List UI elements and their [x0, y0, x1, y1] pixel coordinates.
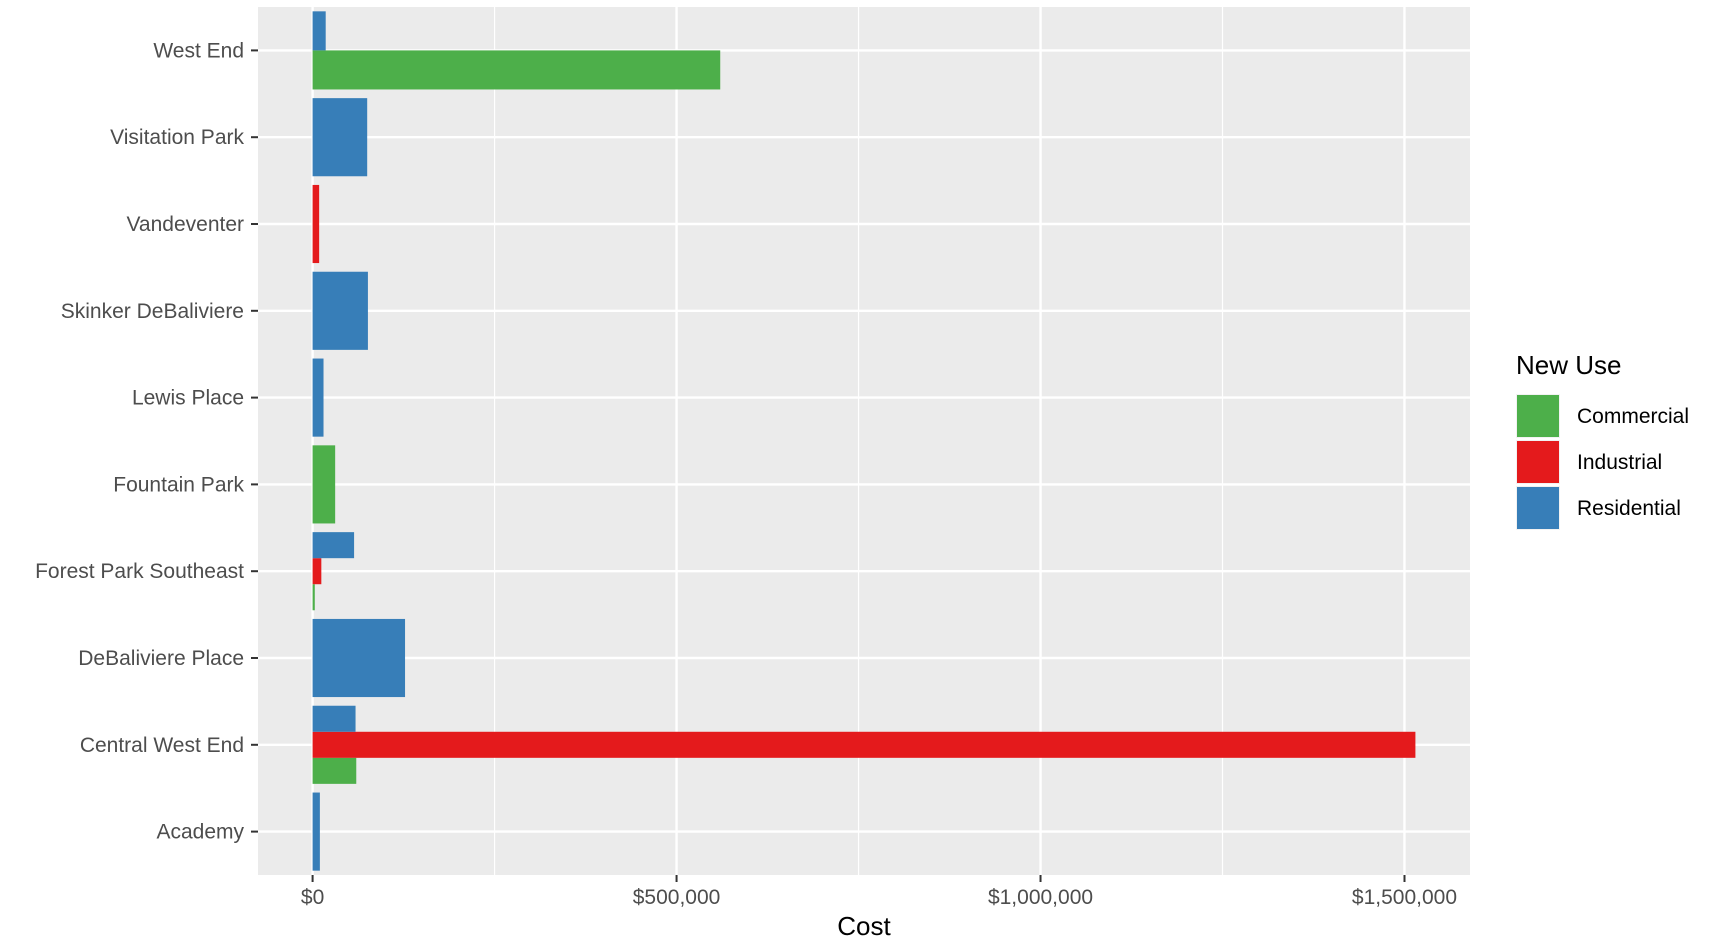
x-axis: $0 $500,000 $1,000,000 $1,500,000: [301, 875, 1457, 909]
x-tick-label: $1,000,000: [988, 886, 1093, 909]
x-tick-label: $500,000: [633, 886, 721, 909]
legend-label-industrial: Industrial: [1577, 451, 1662, 474]
bar-industrial-vandeventer: [312, 184, 320, 264]
bars: [312, 11, 1416, 871]
bar-commercial-west-end: [312, 50, 721, 90]
legend-label-commercial: Commercial: [1577, 405, 1689, 428]
legend-key-industrial: [1517, 441, 1559, 483]
legend-label-residential: Residential: [1577, 497, 1681, 520]
y-tick-label: Central West End: [80, 734, 244, 757]
plot-panel: [258, 7, 1470, 875]
y-tick-label: West End: [153, 39, 244, 62]
bar-commercial-central-west-end: [312, 757, 357, 784]
bar-residential-central-west-end: [312, 705, 356, 732]
bar-residential-visitation-park: [312, 98, 368, 177]
minor-grid: [493, 7, 1224, 875]
x-axis-title: Cost: [837, 911, 891, 937]
y-tick-label: DeBaliviere Place: [78, 647, 244, 670]
bar-residential-skinker-debaliviere: [312, 271, 368, 350]
y-tick-label: Skinker DeBaliviere: [61, 300, 244, 323]
y-tick-label: Lewis Place: [132, 387, 244, 410]
x-tick-label: $0: [301, 886, 324, 909]
legend-title: New Use: [1516, 350, 1621, 380]
bar-industrial-central-west-end: [312, 731, 1416, 758]
y-tick-label: Vandeventer: [126, 213, 244, 236]
bar-residential-forest-park-southeast: [312, 532, 355, 559]
x-tick-label: $1,500,000: [1352, 886, 1457, 909]
y-tick-label: Academy: [156, 821, 244, 844]
y-axis: West End Visitation Park Vandeventer Skinke…: [35, 39, 258, 844]
bar-residential-lewis-place: [312, 358, 324, 437]
bar-industrial-forest-park-southeast: [312, 558, 322, 585]
bar-commercial-forest-park-southeast: [312, 584, 315, 611]
bar-residential-west-end: [312, 11, 326, 51]
bar-residential-debaliviere-place: [312, 618, 406, 698]
legend-key-commercial: [1517, 395, 1559, 437]
y-tick-label: Fountain Park: [113, 473, 244, 496]
y-tick-label: Visitation Park: [110, 126, 244, 149]
y-tick-label: Forest Park Southeast: [35, 560, 244, 583]
legend: New Use Commercial Industrial Residential: [1516, 350, 1689, 530]
bar-commercial-fountain-park: [312, 445, 336, 524]
legend-key-residential: [1517, 487, 1559, 529]
bar-residential-academy: [312, 792, 320, 871]
